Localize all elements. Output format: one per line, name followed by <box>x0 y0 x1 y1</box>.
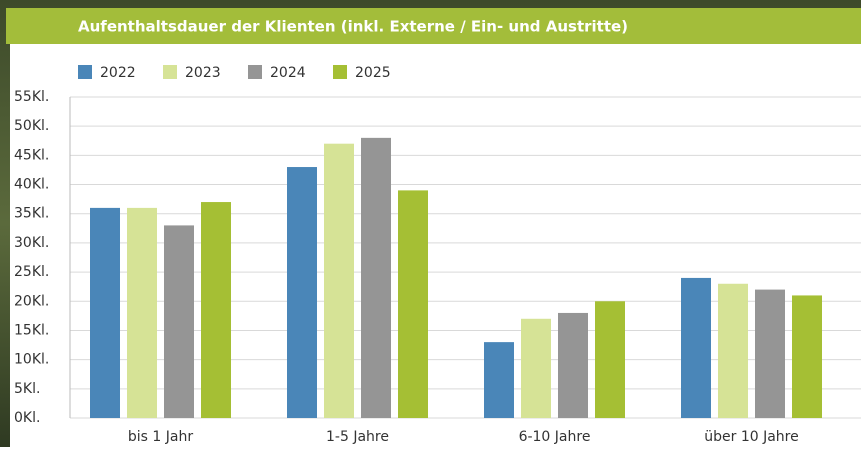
legend-label: 2023 <box>185 65 221 81</box>
y-tick-label: 40Kl. <box>14 177 49 193</box>
y-tick-label: 45Kl. <box>14 147 49 163</box>
x-tick-label: 6-10 Jahre <box>519 429 591 445</box>
y-tick-label: 10Kl. <box>14 352 49 368</box>
x-tick-label: bis 1 Jahr <box>128 429 193 445</box>
bar <box>718 283 748 418</box>
bar <box>398 190 428 418</box>
chart-title: Aufenthaltsdauer der Klienten (inkl. Ext… <box>78 18 628 36</box>
bar <box>792 295 822 418</box>
y-tick-label: 30Kl. <box>14 235 49 251</box>
y-tick-label: 35Kl. <box>14 206 49 222</box>
y-tick-label: 25Kl. <box>14 264 49 280</box>
bar <box>755 289 785 418</box>
bar <box>164 225 194 418</box>
bar <box>681 277 711 418</box>
legend-swatch <box>248 65 262 79</box>
y-tick-label: 55Kl. <box>14 89 49 105</box>
legend-label: 2024 <box>270 65 306 81</box>
legend-label: 2022 <box>100 65 136 81</box>
bar <box>90 207 120 418</box>
legend-label: 2025 <box>355 65 391 81</box>
bar <box>521 318 551 418</box>
y-tick-label: 20Kl. <box>14 293 49 309</box>
x-tick-label: 1-5 Jahre <box>326 429 389 445</box>
y-tick-label: 50Kl. <box>14 118 49 134</box>
bar <box>287 167 317 418</box>
bar <box>484 342 514 418</box>
bar <box>201 202 231 418</box>
y-tick-label: 15Kl. <box>14 322 49 338</box>
x-tick-label: über 10 Jahre <box>704 429 799 445</box>
title-bar <box>6 8 861 44</box>
y-tick-label: 0Kl. <box>14 410 40 426</box>
bar <box>558 312 588 418</box>
bar <box>127 207 157 418</box>
legend-swatch <box>78 65 92 79</box>
bar <box>324 143 354 418</box>
legend-swatch <box>333 65 347 79</box>
bar <box>361 137 391 418</box>
y-tick-label: 5Kl. <box>14 381 40 397</box>
bar <box>595 301 625 418</box>
legend-swatch <box>163 65 177 79</box>
